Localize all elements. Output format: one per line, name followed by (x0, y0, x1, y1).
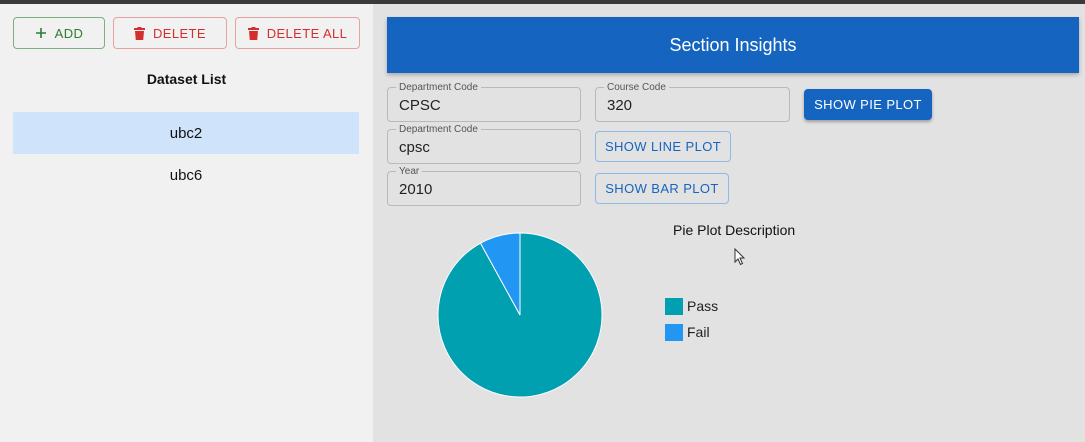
course-code-value: 320 (607, 97, 633, 114)
delete-button-label: DELETE (153, 25, 206, 41)
show-bar-plot-label: SHOW BAR PLOT (605, 181, 719, 196)
insights-panel: Section Insights Department Code CPSC Co… (373, 4, 1085, 442)
pie-plot-description: Pie Plot Description (673, 222, 796, 238)
add-button[interactable]: ADD (13, 17, 105, 49)
year-label: Year (396, 166, 423, 177)
mouse-cursor-icon (734, 248, 746, 266)
pie-chart (437, 232, 603, 398)
show-line-plot-label: SHOW LINE PLOT (604, 139, 722, 154)
show-pie-plot-button[interactable]: SHOW PIE PLOT (804, 89, 932, 120)
department-code-value: CPSC (399, 97, 441, 114)
legend-swatch (665, 297, 683, 315)
window-top-bar (0, 0, 1085, 4)
legend-swatch (665, 323, 683, 341)
legend-label: Fail (687, 324, 710, 340)
page-title-text: Section Insights (669, 34, 797, 55)
legend-item-fail: Fail (665, 319, 718, 345)
dataset-name: ubc6 (169, 166, 203, 184)
department-code-field-2[interactable]: Department Code cpsc (387, 124, 581, 164)
trash-icon (134, 26, 145, 40)
department-code-label: Department Code (396, 124, 481, 135)
department-code-label: Department Code (396, 82, 481, 93)
show-bar-plot-button[interactable]: SHOW BAR PLOT (595, 173, 729, 204)
page-title: Section Insights (387, 17, 1079, 73)
list-item[interactable]: ubc6 (13, 154, 359, 196)
year-value: 2010 (399, 181, 433, 198)
department-code-value: cpsc (399, 139, 430, 156)
legend-item-pass: Pass (665, 293, 718, 319)
delete-all-button-label: DELETE ALL (266, 25, 348, 41)
list-item[interactable]: ubc2 (13, 112, 359, 154)
course-code-label: Course Code (604, 82, 669, 93)
plus-icon (35, 27, 47, 39)
show-line-plot-button[interactable]: SHOW LINE PLOT (595, 131, 731, 162)
dataset-name: ubc2 (169, 124, 203, 142)
delete-all-button[interactable]: DELETE ALL (235, 17, 360, 49)
show-pie-plot-label: SHOW PIE PLOT (814, 97, 922, 112)
year-field[interactable]: Year 2010 (387, 166, 581, 206)
pie-slice-fail (479, 232, 521, 316)
department-code-field[interactable]: Department Code CPSC (387, 82, 581, 122)
pie-legend: Pass Fail (665, 293, 718, 345)
delete-button[interactable]: DELETE (113, 17, 227, 49)
dataset-action-bar: ADD DELETE DELETE ALL (13, 17, 360, 49)
dataset-panel: ADD DELETE DELETE ALL Dataset List ubc2 … (0, 4, 373, 442)
trash-icon (247, 26, 259, 40)
legend-label: Pass (687, 298, 719, 314)
dataset-list-title: Dataset List (146, 71, 227, 87)
add-button-label: ADD (54, 25, 84, 41)
course-code-field[interactable]: Course Code 320 (595, 82, 790, 122)
